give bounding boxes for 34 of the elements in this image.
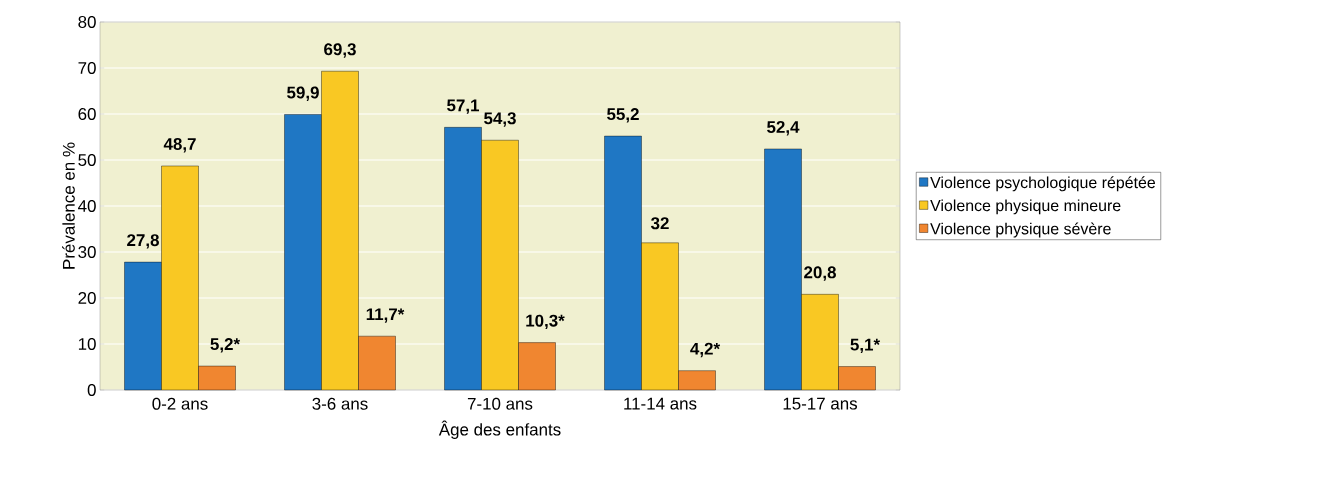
data-label: 20,8 — [804, 266, 836, 281]
y-tick-label: 30 — [78, 246, 96, 258]
y-tick-label: 60 — [78, 108, 96, 120]
data-label: 57,1 — [447, 99, 480, 114]
data-label: 59,9 — [287, 86, 319, 101]
y-tick-label: 40 — [78, 200, 96, 212]
data-label: 55,2 — [607, 108, 639, 123]
data-label: 5,1* — [850, 338, 881, 354]
x-tick-label: 15-17 ans — [783, 397, 858, 410]
x-tick-label: 7-10 ans — [467, 397, 533, 410]
x-tick-label: 11-14 ans — [624, 397, 697, 410]
y-tick-label: 20 — [78, 292, 96, 304]
y-tick-label: 0 — [87, 384, 96, 396]
data-label: 11,7* — [366, 308, 405, 323]
x-axis-title: Âge des enfants — [438, 420, 561, 439]
x-tick-label: 3-6 ans — [312, 397, 368, 410]
data-label: 32 — [650, 217, 669, 230]
data-label: 5,2* — [210, 338, 241, 353]
y-axis-title: Prévalence en % — [62, 142, 75, 269]
data-label: 48,7 — [163, 138, 196, 153]
y-tick-label: 10 — [78, 338, 96, 350]
data-label: 52,4 — [767, 120, 800, 136]
y-tick-label: 80 — [78, 16, 96, 28]
y-tick-label: 70 — [78, 62, 96, 74]
data-label: 4,2* — [690, 342, 721, 358]
y-tick-label: 50 — [78, 154, 96, 166]
data-label: 27,8 — [127, 234, 159, 249]
data-label: 54,3 — [484, 112, 516, 127]
data-label: 10,3* — [526, 314, 565, 330]
legend-label: Violence physique sévère — [930, 222, 1111, 238]
data-label: 69,3 — [324, 43, 356, 58]
legend-label: Violence psychologique répétée — [930, 176, 1156, 192]
legend-label: Violence physique mineure — [930, 199, 1121, 215]
x-tick-label: 0-2 ans — [152, 397, 208, 410]
